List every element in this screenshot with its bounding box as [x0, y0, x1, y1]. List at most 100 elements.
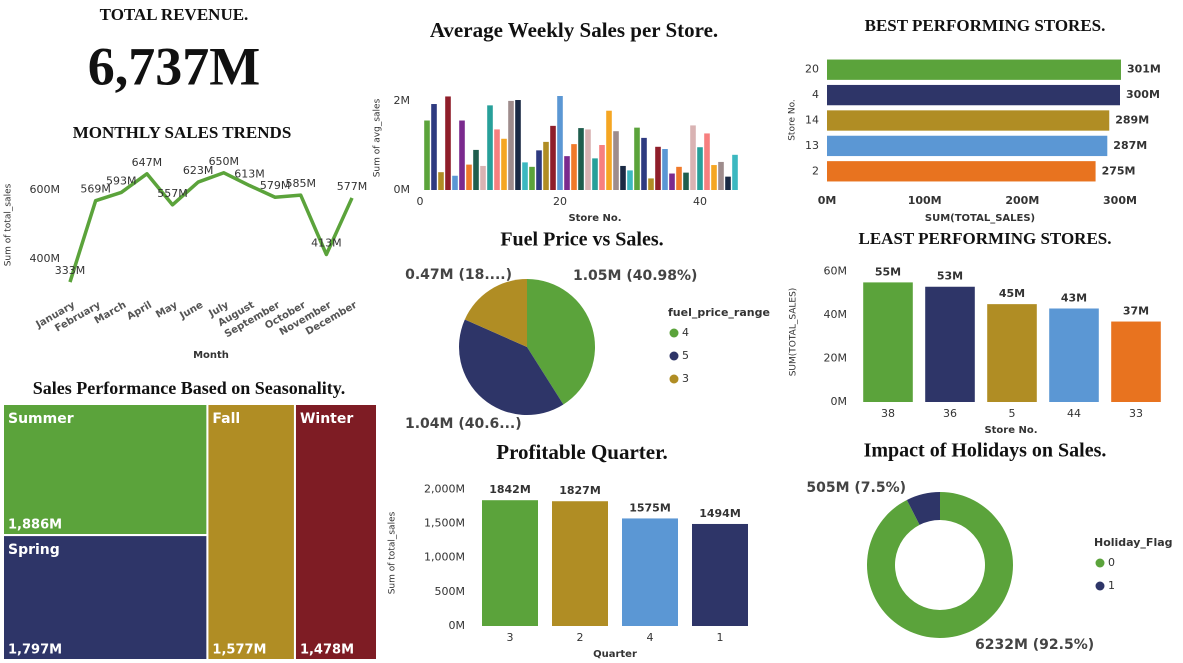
data-label: 1827M [559, 484, 601, 497]
x-axis-label: Store No. [568, 213, 621, 224]
slice [906, 492, 940, 525]
tile [206, 403, 296, 661]
data-label: 413M [311, 236, 342, 249]
bar [620, 165, 626, 190]
y-tick-label: 13 [805, 139, 819, 152]
bar [1049, 308, 1099, 402]
x-tick-label: 20 [553, 195, 567, 208]
bar [550, 125, 556, 190]
bar [718, 161, 724, 190]
y-axis-label: Store No. [788, 99, 798, 141]
y-tick-label: 40M [824, 308, 848, 321]
legend-label: 0 [1108, 556, 1115, 569]
y-tick-label: 0M [394, 183, 411, 196]
chart-title: Fuel Price vs Sales. [500, 229, 663, 251]
x-axis-label: Store No. [984, 425, 1037, 436]
kpi-title: TOTAL REVENUE. [100, 5, 249, 24]
data-label: 45M [999, 287, 1025, 300]
y-tick-label: 4 [812, 88, 819, 101]
data-label: 577M [337, 180, 368, 193]
y-axis-label: Sum of total_sales [388, 511, 398, 594]
data-label: 505M (7.5%) [806, 480, 906, 496]
data-label: 287M [1113, 139, 1147, 152]
bar [827, 59, 1121, 80]
bar [466, 164, 472, 190]
bar [622, 518, 678, 626]
bar [571, 144, 577, 190]
bar [1111, 321, 1161, 402]
y-tick-label: 2M [394, 94, 411, 107]
data-label: 593M [106, 174, 137, 187]
bar [536, 150, 542, 190]
y-tick-label: 1,000M [424, 551, 465, 564]
x-tick-label: 38 [881, 407, 895, 420]
y-tick-label: 0M [449, 619, 466, 632]
data-label: 647M [132, 156, 163, 169]
chart-title: Sales Performance Based on Seasonality. [33, 378, 346, 398]
tile-label: Spring [8, 542, 60, 558]
line [68, 171, 354, 283]
x-tick-label: 44 [1067, 407, 1081, 420]
data-label: 623M [183, 164, 214, 177]
legend-marker [669, 374, 679, 384]
y-tick-label: 60M [824, 265, 848, 278]
y-tick-label: 2,000M [424, 482, 465, 495]
bar [627, 170, 633, 190]
data-label: 300M [1126, 88, 1160, 101]
data-label: 301M [1127, 63, 1161, 76]
y-axis-label: Sum of total_sales [4, 183, 14, 266]
chart-title: Profitable Quarter. [496, 440, 667, 464]
bar [697, 147, 703, 190]
bar [459, 120, 465, 190]
bar [634, 127, 640, 190]
bar [557, 96, 563, 190]
bar [987, 304, 1037, 402]
x-tick-label: 40 [693, 195, 707, 208]
bar [452, 175, 458, 190]
chart-title: Average Weekly Sales per Store. [430, 18, 718, 42]
data-label: 275M [1102, 164, 1136, 177]
data-label: 53M [937, 270, 963, 283]
y-axis-label: Sum of avg_sales [373, 98, 383, 177]
data-label: 579M [260, 179, 291, 192]
bar [704, 133, 710, 190]
x-tick-label: 5 [1009, 407, 1016, 420]
chart-title: LEAST PERFORMING STORES. [858, 229, 1111, 248]
tile-label: Summer [8, 411, 74, 427]
bar [501, 138, 507, 190]
bar [827, 161, 1096, 182]
bar [578, 128, 584, 190]
chart-title: MONTHLY SALES TRENDS [73, 123, 292, 142]
y-tick-label: 2 [812, 164, 819, 177]
legend-title: fuel_price_range [668, 306, 770, 319]
tile-label: Winter [300, 411, 353, 427]
x-tick-label: 0M [818, 194, 837, 207]
x-tick-label: 300M [1103, 194, 1137, 207]
data-label: 6232M (92.5%) [975, 637, 1094, 653]
bar [692, 523, 748, 626]
data-label: 1575M [629, 501, 671, 514]
bar [585, 129, 591, 190]
x-tick-label: 3 [507, 631, 514, 644]
data-label: 650M [209, 155, 240, 168]
tile-value: 1,577M [212, 643, 266, 658]
tile-label: Fall [212, 411, 240, 427]
x-tick-label: 33 [1129, 407, 1143, 420]
data-label: 43M [1061, 291, 1087, 304]
legend-marker [669, 351, 679, 361]
bar [711, 165, 717, 190]
bar [487, 105, 493, 190]
tile-value: 1,478M [300, 643, 354, 658]
x-axis-label: Month [193, 350, 229, 361]
x-tick-label: 36 [943, 407, 957, 420]
data-label: 55M [875, 265, 901, 278]
data-label: 333M [55, 264, 86, 277]
x-tick-label: May [154, 299, 180, 320]
bar [482, 500, 538, 626]
legend-label: 4 [682, 326, 689, 339]
bar [515, 100, 521, 190]
x-tick-label: 0 [417, 195, 424, 208]
data-label: 289M [1115, 114, 1149, 127]
bar [529, 166, 535, 190]
